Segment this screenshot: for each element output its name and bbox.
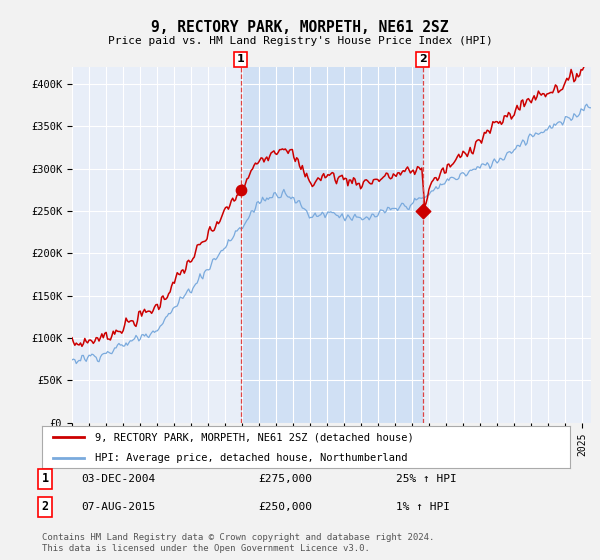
Text: 25% ↑ HPI: 25% ↑ HPI <box>396 474 457 484</box>
Text: 1: 1 <box>237 54 245 64</box>
Bar <box>241 67 422 423</box>
Text: This data is licensed under the Open Government Licence v3.0.: This data is licensed under the Open Gov… <box>42 544 370 553</box>
Point <box>418 207 427 216</box>
Point <box>236 185 245 194</box>
Text: 07-AUG-2015: 07-AUG-2015 <box>81 502 155 512</box>
Text: Price paid vs. HM Land Registry's House Price Index (HPI): Price paid vs. HM Land Registry's House … <box>107 36 493 46</box>
Text: 1% ↑ HPI: 1% ↑ HPI <box>396 502 450 512</box>
Text: £275,000: £275,000 <box>258 474 312 484</box>
Text: 03-DEC-2004: 03-DEC-2004 <box>81 474 155 484</box>
Text: 2: 2 <box>41 500 49 514</box>
Text: 9, RECTORY PARK, MORPETH, NE61 2SZ (detached house): 9, RECTORY PARK, MORPETH, NE61 2SZ (deta… <box>95 432 413 442</box>
Text: 2: 2 <box>419 54 427 64</box>
Text: Contains HM Land Registry data © Crown copyright and database right 2024.: Contains HM Land Registry data © Crown c… <box>42 533 434 542</box>
Text: 9, RECTORY PARK, MORPETH, NE61 2SZ: 9, RECTORY PARK, MORPETH, NE61 2SZ <box>151 20 449 35</box>
Text: £250,000: £250,000 <box>258 502 312 512</box>
Text: HPI: Average price, detached house, Northumberland: HPI: Average price, detached house, Nort… <box>95 454 407 463</box>
Text: 1: 1 <box>41 472 49 486</box>
